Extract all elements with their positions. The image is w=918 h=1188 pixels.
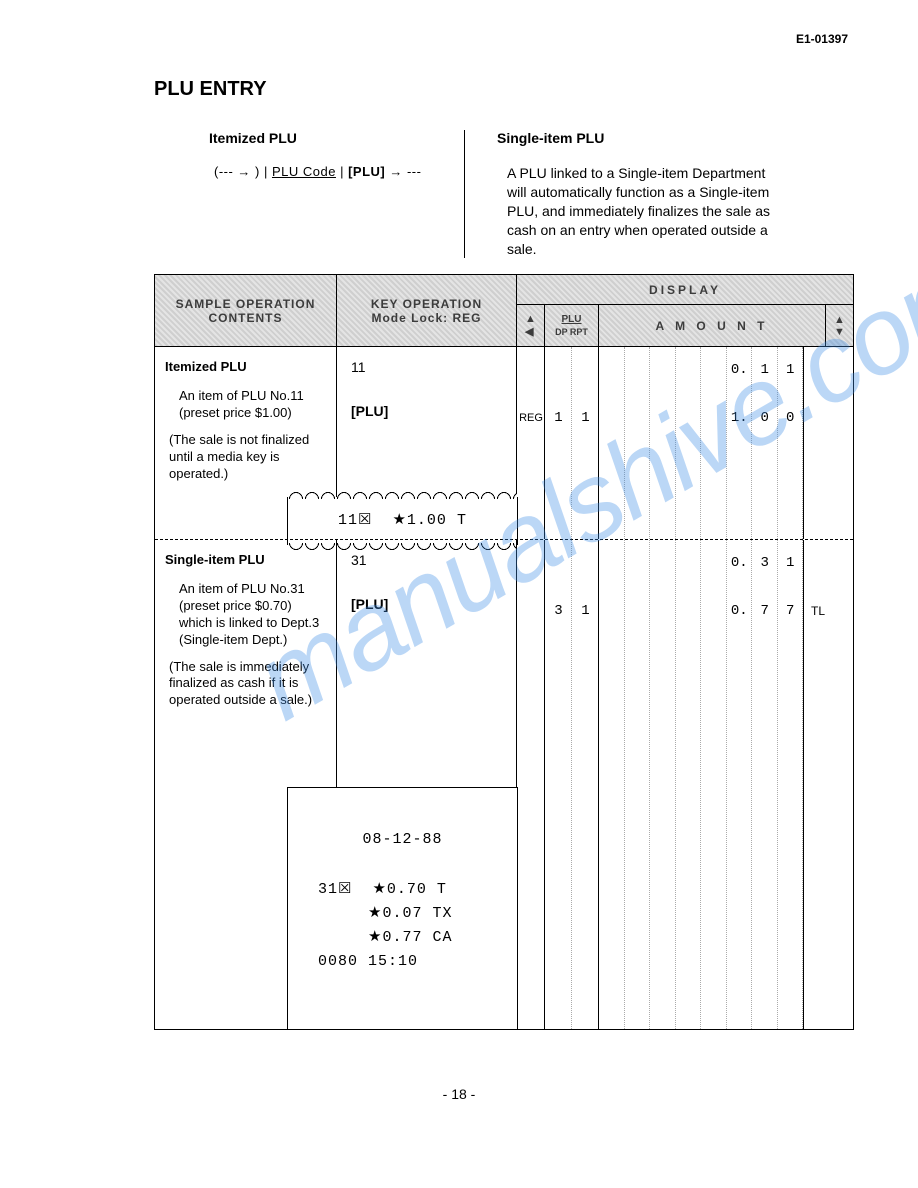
display-line: 0.11 [517, 359, 853, 381]
intro-section: Itemized PLU (--- → ) | PLU Code | [PLU]… [154, 130, 854, 258]
row2-keyop: 31 [PLU] 08-12-88 31☒ ★0.70 T ★0.07 TX ★… [337, 540, 517, 1029]
plu-subheader: PLU DP RPT [545, 305, 599, 346]
row1-display: 0.11 REG 11 1.00 [517, 347, 853, 539]
page-title: PLU ENTRY [154, 78, 267, 101]
intro-left: Itemized PLU (--- → ) | PLU Code | [PLU]… [154, 130, 464, 258]
header-col1-l1: SAMPLE OPERATION [176, 297, 316, 311]
doc-id: E1-01397 [796, 32, 848, 46]
single-item-body: A PLU linked to a Single-item Department… [493, 164, 784, 258]
receipt-line: ★0.77 CA [298, 926, 507, 950]
key-entry-plu: [PLU] [351, 403, 502, 419]
itemized-title: Itemized PLU [154, 130, 444, 146]
receipt-line: 11☒ ★1.00 T [298, 509, 507, 533]
table-header: SAMPLE OPERATION CONTENTS KEY OPERATION … [155, 275, 853, 347]
key-entry-11: 11 [351, 359, 502, 375]
header-col1-l2: CONTENTS [209, 311, 283, 325]
display-line: 0.31 [517, 552, 853, 574]
plu-label: PLU [562, 314, 582, 325]
display-line: 31 0.77 TL [517, 600, 853, 622]
page-number: - 18 - [0, 1086, 918, 1102]
receipt-snippet-2: 08-12-88 31☒ ★0.70 T ★0.07 TX ★0.77 CA 0… [287, 787, 518, 1029]
receipt-snippet-1: 11☒ ★1.00 T [287, 497, 518, 545]
row2-desc: An item of PLU No.31 (preset price $0.70… [165, 581, 326, 649]
receipt-line: 31☒ ★0.70 T [298, 878, 507, 902]
display-line: REG 11 1.00 [517, 407, 853, 429]
row1-desc: An item of PLU No.11 (preset price $1.00… [165, 388, 326, 422]
header-col1: SAMPLE OPERATION CONTENTS [155, 275, 337, 346]
single-item-title: Single-item PLU [493, 130, 784, 146]
header-col3: DISPLAY ▲◀ PLU DP RPT A M O U N T ▲▼ [517, 275, 853, 346]
header-col2: KEY OPERATION Mode Lock: REG [337, 275, 517, 346]
amount-label: A M O U N T [599, 305, 825, 346]
row1-title: Itemized PLU [165, 359, 326, 374]
arrow-right-icon: ▲▼ [825, 305, 853, 346]
row2-note: (The sale is immediately finalized as ca… [165, 659, 326, 710]
table-row: Itemized PLU An item of PLU No.11 (prese… [155, 347, 853, 539]
intro-right: Single-item PLU A PLU linked to a Single… [464, 130, 784, 258]
row2-title: Single-item PLU [165, 552, 326, 567]
main-table: SAMPLE OPERATION CONTENTS KEY OPERATION … [154, 274, 854, 1030]
table-row: Single-item PLU An item of PLU No.31 (pr… [155, 539, 853, 1029]
arrow-left-icon: ▲◀ [517, 305, 545, 346]
key-entry-31: 31 [351, 552, 502, 568]
row1-keyop: 11 [PLU] 11☒ ★1.00 T [337, 347, 517, 539]
header-col2-l2: Mode Lock: REG [371, 311, 481, 325]
key-entry-plu2: [PLU] [351, 596, 502, 612]
receipt-line: 08-12-88 [298, 828, 507, 852]
display-label: DISPLAY [517, 275, 853, 305]
syntax-line: (--- → ) | PLU Code | [PLU] → --- [154, 164, 444, 179]
row1-note: (The sale is not finalized until a media… [165, 432, 326, 483]
row2-display: 0.31 31 0.77 TL [517, 540, 853, 1029]
receipt-line: 0080 15:10 [298, 950, 507, 974]
header-col2-l1: KEY OPERATION [371, 297, 482, 311]
receipt-line: ★0.07 TX [298, 902, 507, 926]
dp-rpt-label: DP RPT [555, 327, 588, 337]
